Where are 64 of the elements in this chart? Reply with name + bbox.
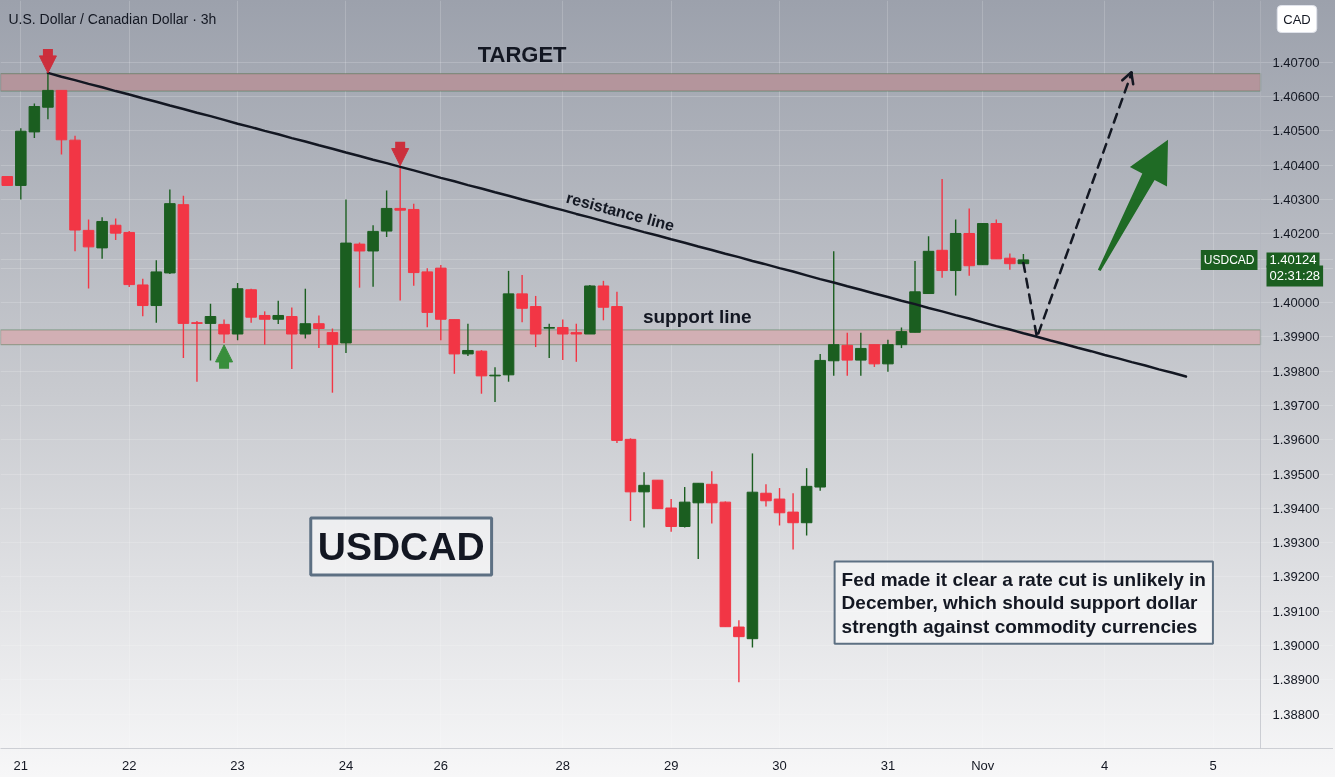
y-tick-label: 1.39700 [1272, 397, 1320, 413]
y-tick-label: 1.39800 [1272, 363, 1320, 379]
candlestick [326, 327, 339, 394]
text: 02:31:28 [1269, 268, 1321, 284]
candlestick [597, 280, 610, 321]
x-tick-label: 30 [772, 757, 787, 773]
y-tick-label: 1.39300 [1272, 535, 1320, 551]
x-tick-label: 22 [121, 757, 137, 773]
candlestick [1004, 252, 1016, 271]
candlestick [272, 300, 285, 325]
candlestick [136, 278, 149, 317]
text: U.S. Dollar / Canadian Dollar · 3h [8, 10, 217, 27]
candlestick [82, 218, 95, 290]
y-tick-label: 1.39900 [1272, 329, 1320, 345]
y-axis-title: CAD [1283, 11, 1311, 27]
candlestick [258, 310, 271, 346]
y-tick-label: 1.40400 [1272, 157, 1320, 173]
y-tick-label: 1.40124 [1269, 252, 1317, 268]
candlestick [489, 366, 501, 403]
candlestick [787, 492, 799, 551]
x-tick-label: 21 [13, 757, 29, 773]
y-tick-label: 1.40300 [1272, 192, 1320, 208]
x-tick-label: 31 [880, 757, 896, 773]
x-tick-label: 5 [1209, 757, 1217, 773]
x-tick-label: 4 [1101, 757, 1109, 773]
band-label: support line [642, 305, 752, 327]
annotation: Fed made it clear a rate cut is unlikely in December, which should support dollar strength against commodity currencies [841, 568, 1206, 637]
x-tick-label: 23 [230, 757, 245, 773]
y-tick-label: 1.39200 [1272, 569, 1320, 585]
annotation: USDCAD [1203, 252, 1255, 267]
x-tick-label: 28 [555, 757, 570, 773]
y-tick-label: 1.39100 [1272, 603, 1320, 619]
candlestick [286, 306, 298, 370]
x-tick-label: 29 [663, 757, 679, 773]
candlestick [353, 241, 366, 289]
y-tick-label: 1.38800 [1272, 706, 1320, 722]
x-tick-label: Nov [971, 757, 995, 773]
candlestick [841, 331, 854, 377]
y-tick-label: 1.40600 [1272, 89, 1320, 105]
y-tick-label: 1.40000 [1272, 294, 1320, 310]
candlestick [733, 619, 745, 683]
y-tick-label: 1.39600 [1272, 432, 1320, 448]
y-tick-label: 1.40500 [1272, 123, 1320, 139]
y-tick-label: 1.40700 [1272, 54, 1320, 70]
y-tick-label: 1.40200 [1272, 226, 1320, 242]
candlestick [638, 471, 650, 529]
x-tick-label: 26 [433, 757, 449, 773]
annotation: USDCAD [317, 525, 485, 569]
y-tick-label: 1.39000 [1272, 638, 1320, 654]
candlestick [191, 320, 203, 383]
y-tick-label: 1.39500 [1272, 466, 1320, 482]
y-tick-label: 1.38900 [1272, 672, 1320, 688]
y-tick-label: 1.39400 [1272, 500, 1320, 516]
candlestick [868, 343, 881, 368]
candlestick [367, 224, 379, 288]
candlestick [773, 487, 786, 527]
candlestick [936, 178, 948, 279]
candlestick [218, 318, 230, 344]
candlestick [760, 483, 772, 508]
candlestick [313, 314, 325, 349]
band-label: TARGET [477, 41, 568, 67]
candlestick [380, 189, 393, 238]
candlestick [516, 274, 528, 324]
x-tick-label: 24 [338, 757, 354, 773]
